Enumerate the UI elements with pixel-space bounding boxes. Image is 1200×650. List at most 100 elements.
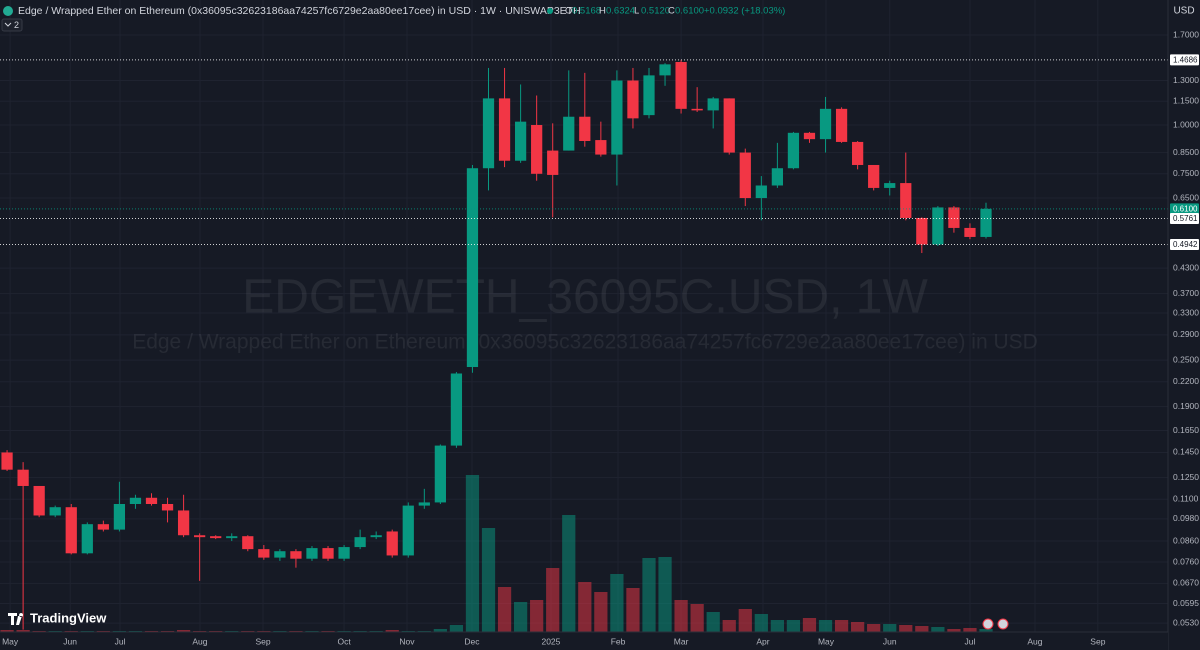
candle-body (643, 75, 655, 116)
candle-body (194, 535, 206, 538)
candle-body (964, 227, 976, 237)
candle-body (852, 141, 864, 165)
volume-bar (883, 624, 897, 632)
volume-bar (722, 620, 736, 632)
logo-mark (8, 613, 24, 625)
candle-body (450, 373, 463, 446)
x-tick-label: Nov (399, 636, 415, 646)
candle-body (49, 507, 61, 516)
volume-bar (674, 600, 688, 632)
indicators-toggle[interactable] (1, 18, 23, 32)
volume-bar (770, 620, 784, 632)
symbol-title: Edge / Wrapped Ether on Ethereum (0x3609… (18, 5, 581, 17)
market-status[interactable] (547, 8, 553, 14)
ohlc-key: C (668, 6, 675, 17)
candle-body (675, 61, 687, 109)
candle-body (627, 80, 639, 119)
candle-body (563, 116, 575, 151)
candle-body (659, 64, 671, 76)
y-tick-label: 1.3000 (1173, 75, 1199, 85)
volume-bar (562, 515, 576, 632)
volume-bar (818, 620, 833, 632)
price-label: 0.4942 (1173, 240, 1198, 249)
candle-body (258, 549, 270, 558)
candle-body (402, 505, 414, 556)
candles (1, 59, 992, 630)
volume-bar (867, 624, 881, 632)
y-tick-label: 1.0000 (1173, 119, 1199, 129)
y-tick-label: 0.7500 (1173, 168, 1199, 178)
y-tick-label: 0.0595 (1173, 598, 1199, 608)
x-tick-label: May (818, 636, 835, 646)
candle-body (739, 152, 751, 199)
candle-body (306, 548, 318, 559)
volume-bar (738, 609, 752, 632)
volume-bar (642, 558, 656, 632)
ohlc-key: O (565, 6, 572, 17)
candle-body (338, 547, 350, 559)
ohlc-value: 0.5168 (572, 6, 601, 17)
volume-bar (546, 568, 560, 632)
candle-body (771, 168, 783, 186)
candle-body (916, 217, 928, 245)
price-label-box (1170, 239, 1199, 251)
volume-bar (16, 630, 30, 632)
volume-bar (899, 625, 913, 632)
currency[interactable]: USD (1173, 6, 1194, 17)
change: +0.0932 (+18.03%) (704, 6, 785, 17)
volume-bar (513, 602, 528, 632)
candle-body (65, 507, 77, 554)
x-tick-label: Jun (883, 636, 897, 646)
ohlc-value: 0.5120 (641, 6, 670, 17)
event-icon[interactable] (997, 618, 1009, 630)
candle-body (547, 150, 559, 175)
candle-body (97, 524, 109, 530)
indicators-count: 2 (14, 20, 19, 30)
x-tick-label: Dec (464, 636, 480, 646)
volume-bar (690, 604, 704, 632)
chevron (4, 22, 12, 27)
y-tick-label: 0.1450 (1173, 447, 1199, 457)
x-tick-label: Mar (674, 636, 689, 646)
volume-bar (979, 629, 993, 632)
volume-bar (530, 600, 544, 632)
candle-body (900, 183, 912, 218)
volume-bar (385, 630, 399, 632)
volume-bar (754, 614, 768, 632)
price-label: 0.5761 (1173, 214, 1198, 223)
volume-bar (931, 627, 945, 632)
x-tick-label: Jul (965, 636, 976, 646)
ohlc-key: L (634, 6, 639, 17)
y-tick-label: 1.7000 (1173, 29, 1199, 39)
event-icon[interactable] (982, 618, 994, 630)
candle-body (113, 503, 126, 530)
ohlc-key: H (599, 6, 606, 17)
candle-body (33, 485, 45, 516)
volume-bar (610, 574, 624, 632)
candle-body (354, 537, 366, 548)
x-tick-label: May (2, 636, 19, 646)
x-tick-label: Apr (756, 636, 769, 646)
volume-bar (465, 475, 480, 632)
volume-bar (497, 587, 512, 632)
volume-bar (915, 626, 929, 632)
volume-bar (626, 588, 640, 632)
candle-body (595, 140, 607, 155)
candle-body (787, 132, 800, 169)
candle-body (884, 183, 896, 188)
volume-bar (481, 528, 496, 632)
volume-pane (0, 475, 993, 632)
x-tick-label: Feb (611, 636, 626, 646)
price-axis (1168, 0, 1200, 650)
y-tick-label: 0.0860 (1173, 535, 1199, 545)
candle-body (17, 469, 29, 486)
candle-body (514, 121, 527, 161)
volume-bar (786, 620, 801, 632)
price-label-box (1170, 203, 1199, 215)
candle-body (129, 497, 142, 504)
volume-bar (706, 612, 720, 632)
time-axis (0, 632, 1168, 650)
price-label: 1.4686 (1173, 55, 1198, 64)
